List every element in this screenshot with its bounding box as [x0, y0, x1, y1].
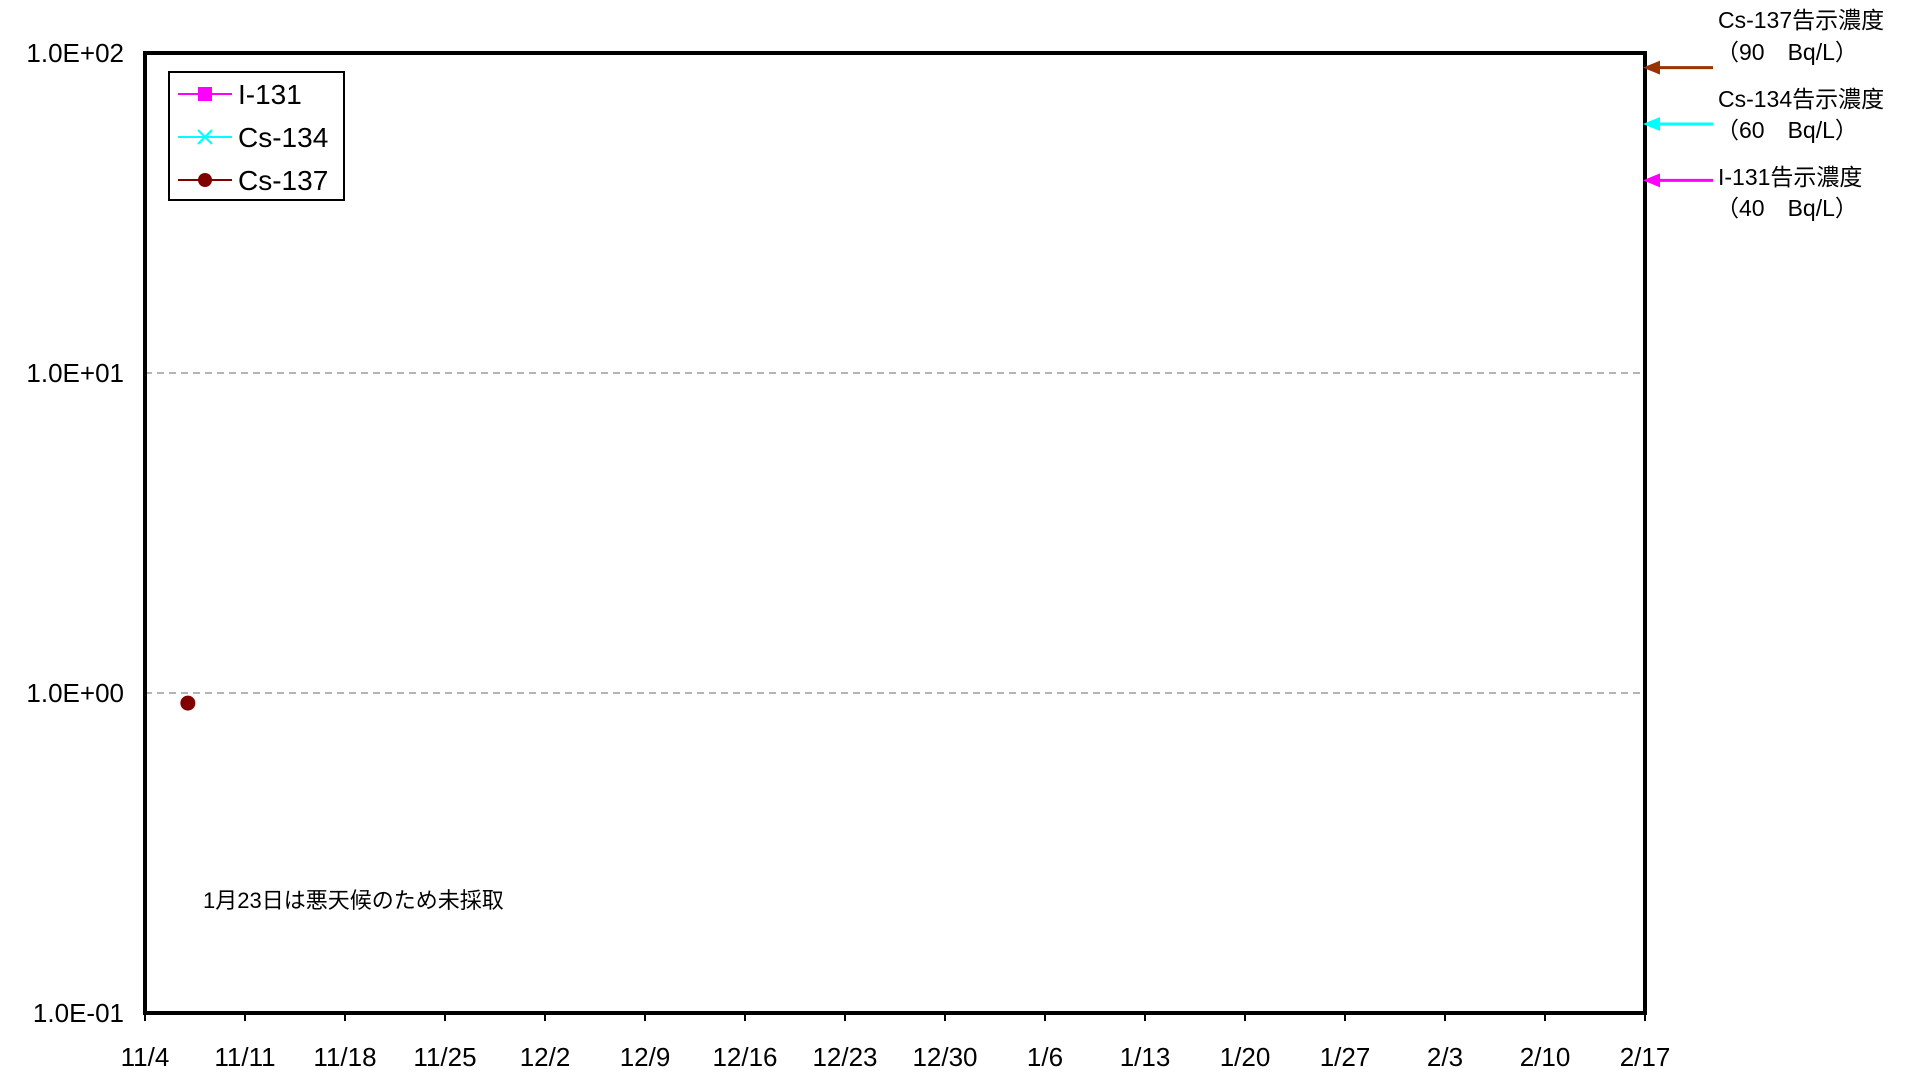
- legend-label: I-131: [238, 79, 302, 110]
- reference-arrow-head: [1643, 173, 1660, 188]
- annotation-note: 1月23日は悪天候のため未採取: [203, 888, 504, 913]
- legend-label: Cs-137: [238, 165, 328, 196]
- legend-entry: Cs-137: [178, 165, 328, 196]
- legend-marker: [197, 129, 213, 145]
- x-tick-label: 2/17: [1620, 1042, 1671, 1072]
- plot-area-frame: [143, 51, 1647, 1015]
- x-tick-label: 11/4: [121, 1042, 170, 1072]
- data-series: [180, 695, 196, 711]
- x-tick-label: 11/11: [214, 1042, 275, 1072]
- x-tick-label: 1/27: [1320, 1042, 1371, 1072]
- x-tick-label: 2/10: [1520, 1042, 1571, 1072]
- x-tick-label: 1/6: [1027, 1042, 1063, 1072]
- x-tick-label: 11/18: [313, 1042, 376, 1072]
- x-tick-label: 12/16: [712, 1042, 777, 1072]
- legend: I-131 Cs-134 Cs-137: [168, 71, 345, 201]
- y-tick-label: 1.0E-01: [33, 998, 124, 1028]
- legend-marker: [198, 87, 212, 101]
- reference-arrow-head: [1643, 60, 1660, 75]
- data-point: [180, 695, 196, 711]
- reference-value-label: （90 Bq/L）: [1716, 39, 1858, 65]
- reference-marker: [1643, 60, 1713, 75]
- x-axis: 11/4 11/11 11/18 11/25 12/2 12/9 12/16 12/23 12/…: [121, 1013, 1671, 1072]
- reference-marker: [1643, 173, 1713, 188]
- x-tick-label: 12/23: [812, 1042, 877, 1072]
- legend-marker: [198, 173, 212, 187]
- legend-entry: Cs-134: [178, 122, 328, 153]
- legend-entry: I-131: [178, 79, 302, 110]
- x-tick-label: 1/20: [1220, 1042, 1271, 1072]
- reference-marker: [1643, 116, 1713, 131]
- reference-label: Cs-134告示濃度: [1718, 86, 1884, 112]
- legend-label: Cs-134: [238, 122, 328, 153]
- y-axis: 1.0E+02 1.0E+01 1.0E+00 1.0E-01: [26, 38, 124, 1028]
- reference-value-label: （40 Bq/L）: [1716, 195, 1858, 221]
- reference-label: Cs-137告示濃度: [1718, 7, 1884, 33]
- x-tick-label: 12/30: [912, 1042, 977, 1072]
- y-tick-label: 1.0E+00: [26, 678, 124, 708]
- x-tick-label: 1/13: [1120, 1042, 1171, 1072]
- y-tick-label: 1.0E+01: [26, 358, 124, 388]
- y-tick-label: 1.0E+02: [26, 38, 124, 68]
- x-tick-label: 12/2: [520, 1042, 571, 1072]
- reference-markers: Cs-137告示濃度 （90 Bq/L） Cs-134告示濃度 （60 Bq/L） I-…: [1643, 7, 1884, 221]
- grid-lines: [145, 372, 1645, 694]
- reference-label: I-131告示濃度: [1718, 164, 1862, 190]
- reference-arrow-head: [1643, 116, 1660, 131]
- x-tick-label: 12/9: [620, 1042, 671, 1072]
- reference-value-label: （60 Bq/L）: [1716, 117, 1858, 143]
- x-tick-label: 11/25: [413, 1042, 476, 1072]
- x-tick-label: 2/3: [1427, 1042, 1463, 1072]
